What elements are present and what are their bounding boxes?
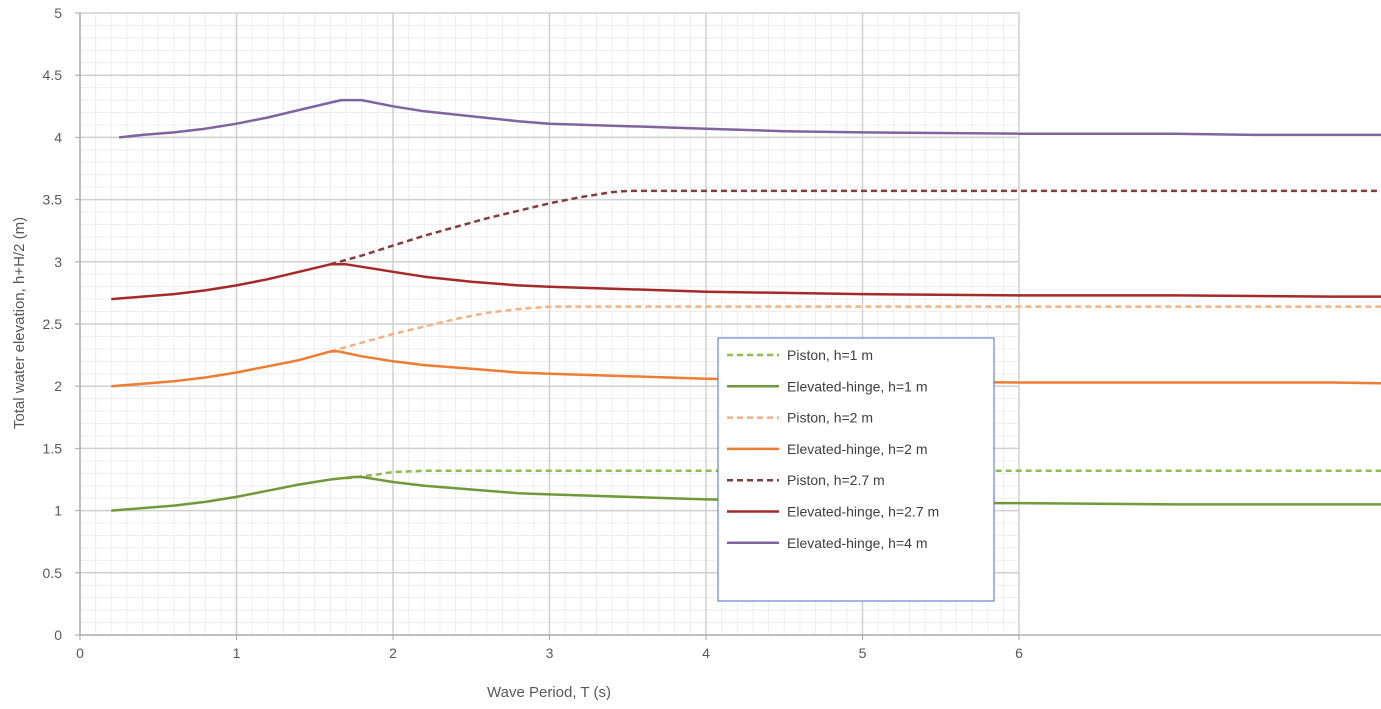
x-tick-label: 4 xyxy=(702,645,710,661)
y-tick-label: 0 xyxy=(54,627,62,643)
legend-label: Piston, h=2.7 m xyxy=(787,472,885,488)
x-tick-label: 0 xyxy=(76,645,84,661)
y-tick-label: 3.5 xyxy=(43,192,63,208)
series-line-7 xyxy=(118,98,1381,139)
series-line-3 xyxy=(330,305,1381,353)
gridlines xyxy=(79,12,1020,636)
y-tick-label: 1 xyxy=(54,503,62,519)
y-tick-label: 2 xyxy=(54,378,62,394)
legend-label: Elevated-hinge, h=2.7 m xyxy=(787,504,939,520)
x-tick-label: 1 xyxy=(233,645,241,661)
x-tick-label: 5 xyxy=(859,645,867,661)
legend-box xyxy=(717,337,995,602)
legend-label: Piston, h=1 m xyxy=(787,347,873,363)
legend-label: Elevated-hinge, h=4 m xyxy=(787,535,927,551)
legend-label: Piston, h=2 m xyxy=(787,410,873,426)
legend: Piston, h=1 m Elevated-hinge, h=1 m Piston… xyxy=(717,337,995,602)
series-line-1 xyxy=(345,469,1381,480)
y-tick-label: 2.5 xyxy=(43,316,63,332)
x-axis-title: Wave Period, T (s) xyxy=(487,684,611,701)
legend-label: Elevated-hinge, h=1 m xyxy=(787,378,927,394)
y-tick-label: 0.5 xyxy=(43,565,63,581)
x-tick-label: 2 xyxy=(389,645,397,661)
y-tick-label: 4 xyxy=(54,129,62,145)
x-tick-label: 3 xyxy=(546,645,554,661)
y-axis-title: Total water elevation, h+H/2 (m) xyxy=(11,217,28,429)
series-line-6 xyxy=(111,263,1381,301)
axes: 0 1 2 3 4 5 6 0 0.5 1 1.5 2 2.5 3 3.5 4 4.5 5 xyxy=(43,5,1381,661)
y-tick-label: 1.5 xyxy=(43,440,63,456)
y-tick-label: 3 xyxy=(54,254,62,270)
legend-label: Elevated-hinge, h=2 m xyxy=(787,441,927,457)
y-tick-label: 4.5 xyxy=(43,67,63,83)
series-line-5 xyxy=(330,189,1381,266)
x-tick-label: 6 xyxy=(1015,645,1023,661)
y-tick-label: 5 xyxy=(54,5,62,21)
